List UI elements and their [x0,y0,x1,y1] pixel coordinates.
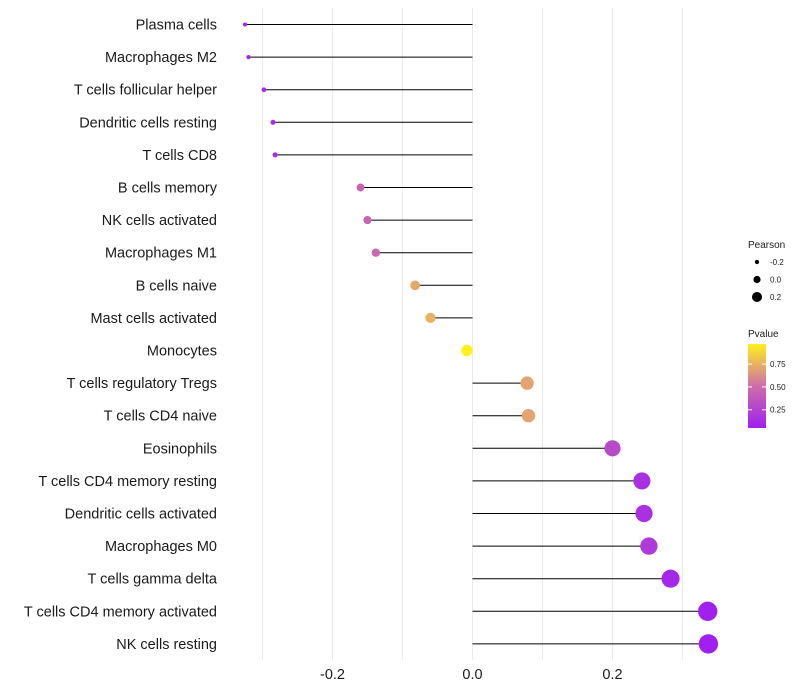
category-label: NK cells activated [102,213,217,229]
lollipop-point [246,54,251,60]
category-axis: Plasma cells Macrophages M2 T cells follic… [24,18,218,653]
category-label: Macrophages M2 [105,50,217,66]
lollipop-point [371,248,381,257]
category-label: T cells CD4 memory resting [38,474,217,490]
x-tick-label: 0.2 [602,667,622,683]
category-label: Plasma cells [136,18,217,34]
size-legend-label: 0.0 [770,276,782,285]
lollipop-point [640,537,658,555]
stems [245,24,709,645]
lollipop-point [410,280,420,291]
size-legend-title: Pearson [748,240,785,251]
size-legend-label: 0.2 [770,293,782,302]
category-label: T cells CD8 [142,148,217,164]
category-label: Dendritic cells resting [79,115,217,131]
color-legend-items: 0.75 0.50 0.25 [748,360,786,415]
category-label: T cells gamma delta [88,572,218,588]
size-legend-dot [754,259,760,265]
lollipop-point [270,119,276,125]
category-label: T cells CD4 memory activated [24,604,217,620]
lollipop-point [633,472,651,490]
size-legend-items: -0.2 0.0 0.2 [751,258,784,303]
lollipop-point [698,601,718,621]
lollipop-point [520,376,534,390]
category-label: Dendritic cells activated [65,507,217,523]
lollipop-point [356,183,365,192]
lollipop-point [635,504,653,523]
lollipop-point [604,440,621,457]
pvalue-colorbar [748,344,766,428]
category-label: Mast cells activated [90,311,217,327]
lollipop-point [363,216,372,225]
category-label: T cells CD4 naive [104,409,217,425]
grid [262,8,683,660]
category-label: Eosinophils [143,441,217,457]
color-legend-title: Pvalue [748,329,779,340]
category-label: T cells regulatory Tregs [67,376,217,392]
color-legend-label: 0.25 [770,406,786,415]
lollipop-point [521,408,536,423]
legend: Pearson -0.2 0.0 0.2 Pvalue 0.75 0.50 0.25 [748,240,786,428]
category-label: B cells memory [118,181,218,197]
lollipop-point [242,22,248,27]
size-legend-dot [753,275,761,284]
category-label: T cells follicular helper [74,83,217,99]
size-legend-label: -0.2 [770,258,784,267]
category-label: Macrophages M0 [105,539,217,555]
category-label: Macrophages M1 [105,246,217,262]
category-label: NK cells resting [116,637,217,653]
x-tick-label: 0.0 [462,667,482,683]
lollipop-point [461,344,473,357]
points [242,22,719,654]
category-label: Monocytes [147,344,217,360]
lollipop-point [425,312,436,324]
size-legend-dot [751,291,763,303]
x-tick-label: -0.2 [320,667,345,683]
lollipop-point [272,152,278,158]
lollipop-point [661,569,680,588]
x-axis: -0.2 0.0 0.2 [320,667,623,683]
category-label: B cells naive [136,278,217,294]
lollipop-point [698,634,719,654]
lollipop-point [261,87,267,93]
color-legend-label: 0.75 [770,360,786,369]
color-legend-label: 0.50 [770,383,786,392]
